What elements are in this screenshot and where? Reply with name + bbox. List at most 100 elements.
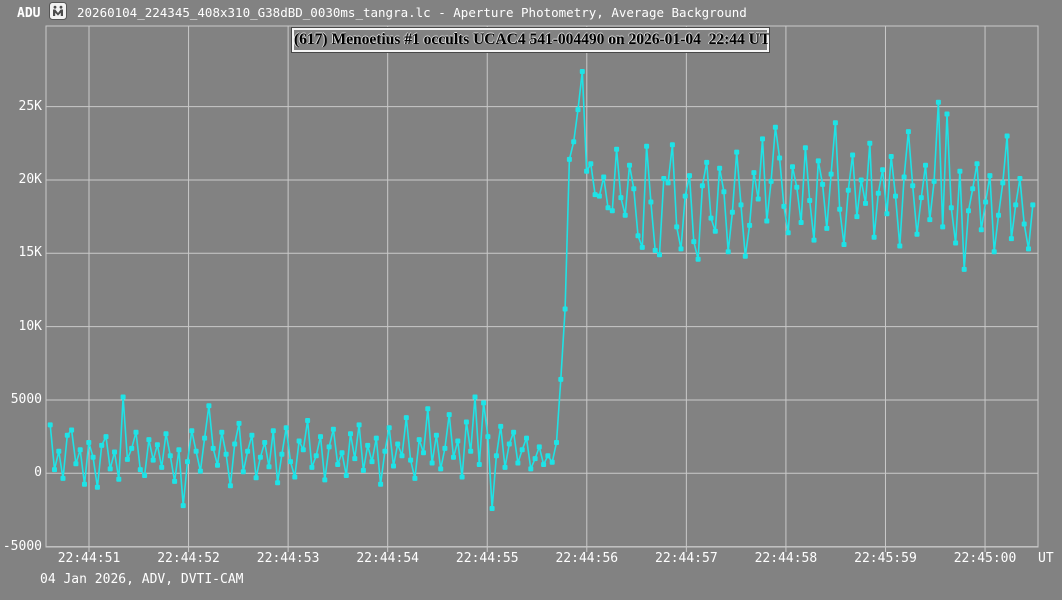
- data-point-marker[interactable]: [112, 449, 117, 455]
- data-point-marker[interactable]: [180, 503, 186, 509]
- data-point-marker[interactable]: [451, 454, 456, 460]
- data-point-marker[interactable]: [772, 124, 778, 130]
- data-point-marker[interactable]: [910, 183, 916, 189]
- data-point-marker[interactable]: [961, 266, 967, 272]
- data-point-marker[interactable]: [283, 425, 289, 431]
- data-point-marker[interactable]: [691, 239, 697, 245]
- data-point-marker[interactable]: [197, 468, 203, 474]
- data-point-marker[interactable]: [871, 234, 877, 240]
- data-point-marker[interactable]: [159, 464, 165, 470]
- data-point-marker[interactable]: [708, 215, 714, 221]
- data-point-marker[interactable]: [738, 202, 744, 208]
- data-point-marker[interactable]: [476, 462, 482, 467]
- data-point-marker[interactable]: [56, 448, 62, 454]
- data-point-marker[interactable]: [777, 155, 783, 161]
- data-point-marker[interactable]: [884, 211, 890, 217]
- data-point-marker[interactable]: [446, 412, 452, 418]
- data-point-marker[interactable]: [940, 224, 946, 230]
- data-point-marker[interactable]: [485, 434, 491, 440]
- data-point-marker[interactable]: [687, 173, 692, 179]
- data-point-marker[interactable]: [163, 431, 169, 437]
- data-point-marker[interactable]: [536, 444, 542, 450]
- data-point-marker[interactable]: [781, 203, 787, 209]
- data-point-marker[interactable]: [991, 249, 997, 255]
- data-point-marker[interactable]: [408, 457, 414, 463]
- data-point-marker[interactable]: [146, 437, 152, 443]
- data-point-marker[interactable]: [695, 256, 701, 262]
- data-point-marker[interactable]: [167, 453, 173, 459]
- data-point-marker[interactable]: [768, 178, 774, 184]
- data-point-marker[interactable]: [215, 462, 220, 468]
- data-point-marker[interactable]: [824, 225, 830, 231]
- data-point-marker[interactable]: [820, 181, 826, 187]
- data-point-marker[interactable]: [403, 415, 409, 421]
- data-point-marker[interactable]: [699, 183, 705, 189]
- data-point-marker[interactable]: [506, 441, 512, 447]
- data-point-marker[interactable]: [382, 448, 388, 454]
- data-point-marker[interactable]: [133, 429, 139, 435]
- data-point-marker[interactable]: [313, 453, 319, 459]
- data-point-marker[interactable]: [712, 228, 718, 234]
- data-point-marker[interactable]: [1000, 180, 1006, 186]
- data-point-marker[interactable]: [674, 224, 680, 230]
- data-point-marker[interactable]: [262, 440, 268, 445]
- data-point-marker[interactable]: [828, 171, 834, 177]
- data-point-marker[interactable]: [966, 208, 971, 214]
- data-point-marker[interactable]: [755, 196, 761, 202]
- data-point-marker[interactable]: [837, 206, 843, 212]
- data-point-marker[interactable]: [665, 180, 671, 186]
- data-point-marker[interactable]: [318, 434, 323, 440]
- data-point-marker[interactable]: [541, 462, 547, 467]
- data-point-marker[interactable]: [412, 475, 418, 481]
- data-point-marker[interactable]: [202, 435, 208, 441]
- data-point-marker[interactable]: [614, 146, 620, 152]
- data-point-marker[interactable]: [918, 195, 924, 201]
- data-point-marker[interactable]: [356, 422, 362, 428]
- data-point-marker[interactable]: [305, 418, 311, 423]
- data-point-marker[interactable]: [292, 474, 298, 480]
- data-point-marker[interactable]: [429, 460, 435, 466]
- data-point-marker[interactable]: [433, 432, 439, 438]
- data-point-marker[interactable]: [927, 217, 933, 223]
- data-point-marker[interactable]: [725, 249, 731, 255]
- data-point-marker[interactable]: [704, 159, 710, 165]
- data-point-marker[interactable]: [1013, 202, 1019, 208]
- data-point-marker[interactable]: [189, 428, 195, 434]
- data-point-marker[interactable]: [288, 459, 293, 465]
- data-point-marker[interactable]: [575, 107, 581, 113]
- data-point-marker[interactable]: [764, 218, 770, 224]
- data-point-marker[interactable]: [442, 445, 448, 451]
- data-point-marker[interactable]: [785, 230, 791, 236]
- data-point-marker[interactable]: [455, 438, 461, 444]
- data-point-marker[interactable]: [472, 394, 478, 400]
- data-point-marker[interactable]: [579, 69, 585, 74]
- data-point-marker[interactable]: [867, 140, 873, 146]
- data-point-marker[interactable]: [987, 173, 993, 179]
- data-point-marker[interactable]: [734, 149, 740, 155]
- data-point-marker[interactable]: [498, 423, 504, 429]
- data-point-marker[interactable]: [974, 161, 980, 167]
- data-point-marker[interactable]: [511, 429, 517, 435]
- data-point-marker[interactable]: [69, 427, 75, 433]
- data-point-marker[interactable]: [463, 419, 469, 425]
- data-point-marker[interactable]: [481, 400, 487, 406]
- data-point-marker[interactable]: [270, 428, 276, 434]
- data-point-marker[interactable]: [206, 403, 212, 409]
- data-point-marker[interactable]: [584, 168, 590, 174]
- data-point-marker[interactable]: [863, 200, 868, 206]
- data-point-marker[interactable]: [562, 306, 568, 312]
- data-point-marker[interactable]: [64, 432, 70, 438]
- data-point-marker[interactable]: [116, 476, 122, 482]
- data-point-marker[interactable]: [86, 440, 92, 445]
- data-point-marker[interactable]: [60, 475, 66, 481]
- data-point-marker[interactable]: [77, 447, 83, 453]
- data-point-marker[interactable]: [1004, 133, 1010, 139]
- data-point-marker[interactable]: [644, 143, 650, 149]
- data-point-marker[interactable]: [935, 99, 941, 105]
- data-point-marker[interactable]: [210, 445, 216, 451]
- data-point-marker[interactable]: [923, 162, 928, 168]
- data-point-marker[interactable]: [682, 193, 688, 199]
- data-point-marker[interactable]: [841, 242, 847, 247]
- data-point-marker[interactable]: [798, 220, 804, 225]
- data-point-marker[interactable]: [970, 186, 976, 192]
